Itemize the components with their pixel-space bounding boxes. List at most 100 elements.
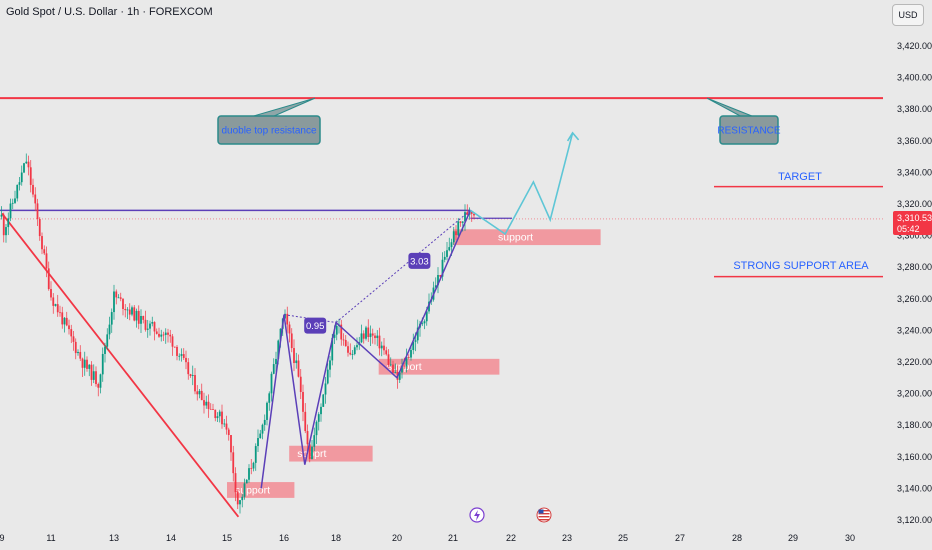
candle-body [254, 446, 257, 463]
candle-body [214, 409, 217, 419]
candle-body [333, 334, 336, 338]
candle-body [200, 390, 203, 401]
candle-body [304, 411, 307, 432]
symbol-title[interactable]: Gold Spot / U.S. Dollar · 1h · FOREXCOM [6, 6, 213, 18]
y-tick-label: 3,320.00 [897, 199, 932, 209]
candle-body [446, 250, 448, 257]
candle-body [167, 332, 169, 335]
target-label: TARGET [778, 171, 822, 183]
candle-body [383, 345, 385, 351]
candle-body [223, 423, 226, 425]
candle-body [108, 324, 111, 335]
price-axis[interactable]: 3,120.00 3,140.00 3,160.00 3,180.00 3,200.00… [885, 0, 932, 550]
candle-body [414, 340, 417, 342]
candle-body [207, 401, 210, 409]
candle-body [178, 355, 181, 357]
candle-body [241, 496, 244, 501]
candle-body [473, 213, 475, 216]
candle-body [50, 289, 52, 298]
candle-body [2, 214, 5, 236]
candle-body [34, 194, 37, 204]
candle-body [5, 227, 7, 236]
candle-body [376, 335, 379, 339]
fib-ratio-badge [304, 317, 327, 334]
candle-body [401, 365, 403, 373]
candle-body [466, 212, 469, 215]
candle-body [128, 309, 131, 315]
candle-body [153, 322, 156, 332]
candle-body [0, 214, 3, 217]
candle-body [322, 394, 325, 407]
candle-body [171, 336, 174, 347]
time-axis[interactable]: 9 11 13 14 15 16 18 20 21 22 23 25 27 28 29 30 [0, 533, 855, 543]
candle-body [252, 462, 255, 469]
candle-body [122, 298, 124, 310]
flag-stripe [538, 513, 550, 515]
candle-body [79, 351, 82, 359]
candle-body [353, 347, 356, 355]
candle-body [257, 438, 259, 447]
candle-body [452, 231, 455, 243]
x-tick-label: 23 [562, 533, 572, 543]
double-top-callout-label: duoble top resistance [221, 126, 317, 137]
candle-body [115, 291, 118, 298]
candle-body [212, 409, 214, 410]
candle-body [347, 346, 349, 353]
candle-body [110, 312, 113, 325]
candle-body [59, 312, 61, 314]
candle-body [99, 374, 102, 388]
candle-body [342, 339, 345, 341]
currency-button[interactable]: USD [892, 4, 924, 26]
candle-body [378, 335, 381, 349]
y-tick-label: 3,380.00 [897, 104, 932, 114]
candle-body [142, 315, 145, 320]
candle-body [441, 259, 444, 277]
candle-body [286, 313, 289, 325]
x-tick-label: 29 [788, 533, 798, 543]
candle-body [356, 345, 358, 348]
candle-body [32, 184, 34, 195]
flag-canton [538, 509, 544, 514]
candle-body [293, 348, 295, 364]
candle-body [306, 431, 309, 445]
candle-body [407, 357, 410, 358]
candle-body [176, 346, 178, 356]
candle-body [81, 358, 84, 368]
candle-body [464, 212, 466, 222]
candle-body [124, 309, 127, 311]
candle-body [412, 341, 415, 351]
candle-body [38, 219, 41, 237]
candle-body [18, 182, 21, 185]
candle-body [113, 291, 115, 313]
candle-body [279, 328, 282, 341]
candle-body [162, 334, 165, 336]
candle-body [455, 231, 457, 236]
candle-body [146, 328, 149, 330]
candle-body [23, 163, 25, 173]
flag-stripe [538, 510, 550, 512]
harmonic-pattern-line [260, 210, 472, 489]
candle-body [297, 360, 300, 377]
flash-event-icon[interactable] [469, 507, 485, 523]
candle-body [385, 350, 388, 355]
candle-body [203, 400, 205, 406]
candle-body [324, 383, 327, 395]
candle-body [164, 332, 167, 335]
candle-body [437, 275, 439, 286]
candle-body [41, 236, 43, 250]
candle-body [173, 346, 176, 348]
x-tick-label: 13 [109, 533, 119, 543]
candle-body [416, 327, 419, 341]
candle-body [182, 354, 185, 358]
candle-body [308, 444, 311, 459]
candle-body [189, 374, 192, 376]
us-flag-event-icon[interactable] [536, 507, 552, 523]
candle-body [250, 468, 253, 469]
candle-body [360, 333, 363, 343]
candle-body [9, 203, 12, 219]
candle-body [225, 423, 228, 430]
y-tick-label: 3,300.00 [897, 231, 932, 241]
candle-body [101, 353, 104, 375]
